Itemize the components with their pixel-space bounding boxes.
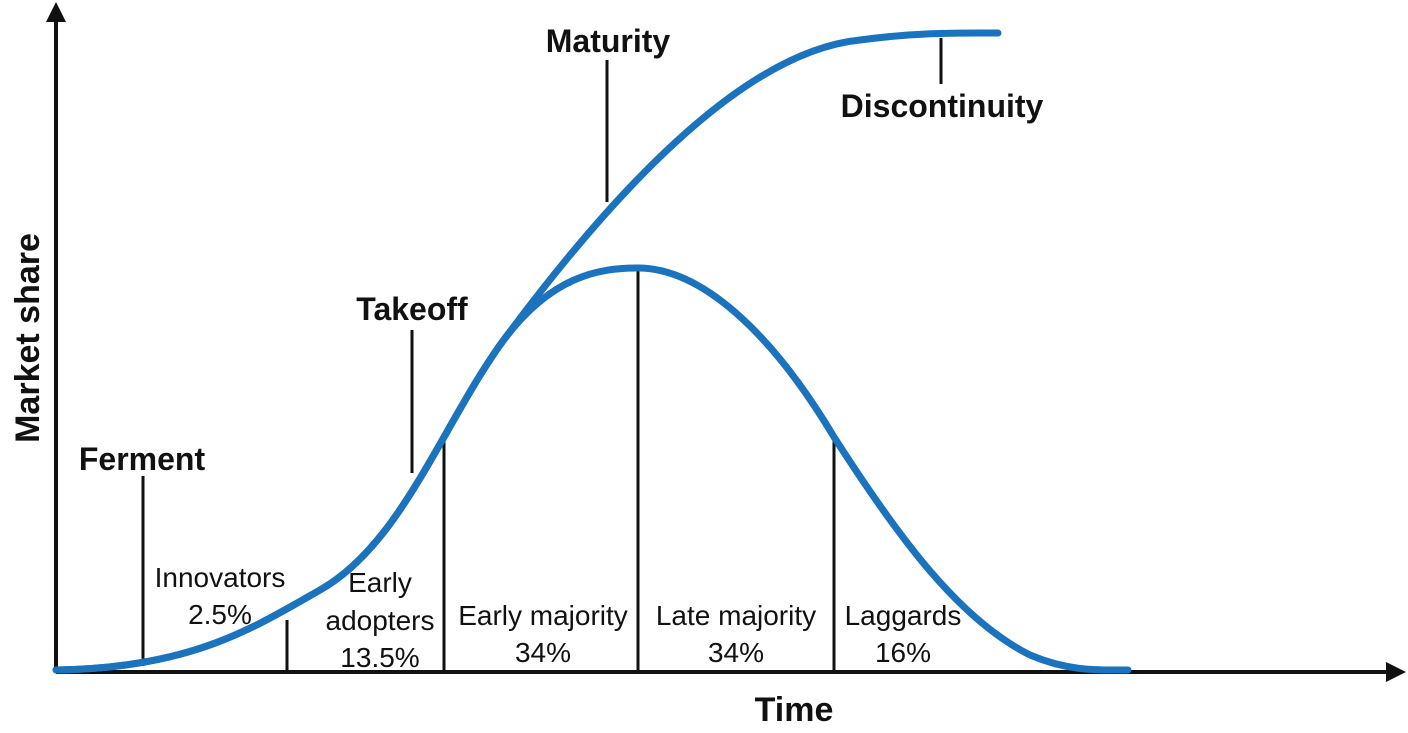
segment-early-adopters-name-1: Early bbox=[348, 567, 412, 598]
segment-innovators-percent: 2.5% bbox=[188, 599, 252, 630]
stage-takeoff-label: Takeoff bbox=[356, 291, 468, 327]
segment-early-majority-name: Early majority bbox=[458, 600, 628, 631]
segment-early-majority-percent: 34% bbox=[515, 637, 571, 668]
stage-discontinuity-label: Discontinuity bbox=[841, 88, 1044, 124]
s-curve bbox=[52, 29, 1002, 674]
stage-callouts bbox=[141, 38, 943, 666]
segment-late-majority: Late majority 34% bbox=[656, 600, 816, 668]
y-axis-label: Market share bbox=[9, 233, 47, 443]
segment-early-adopters: Early adopters 13.5% bbox=[326, 567, 435, 673]
segment-late-majority-percent: 34% bbox=[708, 637, 764, 668]
x-axis-label: Time bbox=[755, 691, 834, 729]
segment-early-adopters-percent: 13.5% bbox=[340, 642, 419, 673]
segment-late-majority-name: Late majority bbox=[656, 600, 816, 631]
segment-innovators-name: Innovators bbox=[155, 562, 286, 593]
segment-laggards: Laggards 16% bbox=[845, 600, 962, 668]
segment-early-majority: Early majority 34% bbox=[458, 600, 628, 668]
segment-innovators: Innovators 2.5% bbox=[155, 562, 286, 630]
segment-laggards-percent: 16% bbox=[875, 637, 931, 668]
axes bbox=[46, 2, 1406, 682]
y-axis-arrow-icon bbox=[46, 2, 66, 22]
segment-dividers bbox=[285, 268, 836, 672]
segment-laggards-name: Laggards bbox=[845, 600, 962, 631]
stage-maturity-label: Maturity bbox=[546, 23, 671, 59]
stage-ferment-label: Ferment bbox=[79, 441, 206, 477]
x-axis-arrow-icon bbox=[1386, 662, 1406, 682]
segment-early-adopters-name-2: adopters bbox=[326, 605, 435, 636]
